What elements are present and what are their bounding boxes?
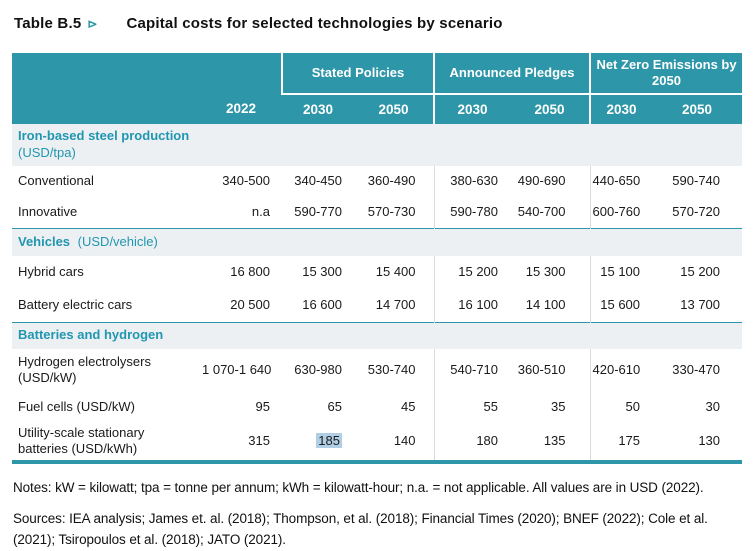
- year-header-nze-2050: 2050: [652, 94, 743, 124]
- section-unit: (USD/vehicle): [77, 233, 158, 249]
- section-header-iron-steel: Iron-based steel production (USD/tpa): [12, 122, 743, 166]
- cell-ap-2030: 180: [433, 421, 511, 461]
- cell-nze-2030: 420-610: [589, 348, 653, 392]
- notes-text: Notes: kW = kilowatt; tpa = tonne per an…: [13, 480, 704, 496]
- year-header-sp-2050: 2050: [354, 94, 435, 124]
- section-header-batteries-hydrogen: Batteries and hydrogen: [12, 321, 743, 349]
- cell-sp-2050: 45: [354, 391, 435, 422]
- section-header-vehicles: Vehicles (USD/vehicle): [12, 227, 743, 256]
- cell-nze-2030: 175: [589, 421, 653, 461]
- row-label: Hydrogen electrolysers (USD/kW): [12, 348, 200, 392]
- table-caption: Capital costs for selected technologies …: [126, 15, 503, 32]
- table-row-innovative: Innovative n.a 590-770 570-730 590-780 5…: [12, 196, 743, 229]
- section-header-cell: Vehicles (USD/vehicle): [12, 227, 743, 256]
- row-label: Utility-scale stationary batteries (USD/…: [12, 421, 200, 461]
- row-label: Conventional: [12, 165, 200, 197]
- cell-ap-2050: 15 300: [510, 255, 591, 289]
- cell-ap-2050: 360-510: [510, 348, 591, 392]
- sources-text: Sources: IEA analysis; James et. al. (20…: [13, 510, 708, 548]
- cell-nze-2050: 130: [652, 421, 743, 461]
- section-unit: (USD/tpa): [18, 144, 76, 160]
- section-title: Batteries and hydrogen: [18, 327, 164, 343]
- row-label: Hybrid cars: [12, 255, 200, 289]
- section-title: Iron-based steel production: [18, 128, 190, 143]
- year-header-sp-2030: 2030: [282, 94, 354, 124]
- cell-ap-2050: 35: [510, 391, 591, 422]
- cell-ap-2030: 16 100: [433, 288, 511, 323]
- table-title: Table B.5 ⊳ Capital costs for selected t…: [14, 15, 742, 32]
- section-header-cell: Batteries and hydrogen: [12, 321, 743, 349]
- cell-sp-2050: 14 700: [354, 288, 435, 323]
- header-year-row: 2022 2030 2050 2030 2050 2030 2050: [12, 94, 743, 124]
- table-row-hydrogen-electrolysers: Hydrogen electrolysers (USD/kW) 1 070-1 …: [12, 348, 743, 392]
- cell-nze-2050: 330-470: [652, 348, 743, 392]
- row-label: Battery electric cars: [12, 288, 200, 323]
- year-header-ap-2030: 2030: [433, 94, 511, 124]
- cell-nze-2030: 440-650: [589, 165, 653, 197]
- cell-2022: 95: [200, 391, 282, 422]
- cell-sp-2030: 630-980: [282, 348, 354, 392]
- table-row-fuel-cells: Fuel cells (USD/kW) 95 65 45 55 35 50 30: [12, 391, 743, 422]
- cell-nze-2050: 13 700: [652, 288, 743, 323]
- cell-nze-2030: 50: [589, 391, 653, 422]
- cell-sp-2030: 185: [282, 421, 354, 461]
- cell-sp-2050: 360-490: [354, 165, 435, 197]
- cell-nze-2050: 30: [652, 391, 743, 422]
- cell-sp-2030: 590-770: [282, 196, 354, 229]
- cell-2022: n.a: [200, 196, 282, 229]
- cell-sp-2030: 16 600: [282, 288, 354, 323]
- cell-ap-2030: 590-780: [433, 196, 511, 229]
- column-group-announced-pledges: Announced Pledges: [433, 53, 591, 95]
- cell-2022: 16 800: [200, 255, 282, 289]
- header-group-row: Stated Policies Announced Pledges Net Ze…: [12, 53, 743, 95]
- table-row-conventional: Conventional 340-500 340-450 360-490 380…: [12, 165, 743, 197]
- table-row-battery-electric-cars: Battery electric cars 20 500 16 600 14 7…: [12, 288, 743, 323]
- table-row-utility-scale-batteries: Utility-scale stationary batteries (USD/…: [12, 421, 743, 461]
- table-number: Table B.5: [14, 15, 82, 32]
- cell-ap-2030: 380-630: [433, 165, 511, 197]
- cell-ap-2030: 15 200: [433, 255, 511, 289]
- cell-ap-2050: 540-700: [510, 196, 591, 229]
- cell-nze-2030: 600-760: [589, 196, 653, 229]
- cell-ap-2030: 55: [433, 391, 511, 422]
- cell-ap-2050: 14 100: [510, 288, 591, 323]
- header-spacer: [12, 53, 282, 94]
- header-label-cell: [12, 94, 200, 124]
- cell-sp-2030: 15 300: [282, 255, 354, 289]
- cell-nze-2030: 15 600: [589, 288, 653, 323]
- cell-sp-2050: 140: [354, 421, 435, 461]
- cell-sp-2050: 530-740: [354, 348, 435, 392]
- cell-ap-2050: 135: [510, 421, 591, 461]
- section-header-cell: Iron-based steel production (USD/tpa): [12, 122, 743, 166]
- cell-2022: 20 500: [200, 288, 282, 323]
- cell-nze-2050: 15 200: [652, 255, 743, 289]
- cell-nze-2050: 570-720: [652, 196, 743, 229]
- row-label: Fuel cells (USD/kW): [12, 391, 200, 422]
- highlighted-value: 185: [316, 432, 342, 448]
- row-label: Innovative: [12, 196, 200, 229]
- cell-2022: 340-500: [200, 165, 282, 197]
- cell-sp-2030: 65: [282, 391, 354, 422]
- cell-sp-2050: 15 400: [354, 255, 435, 289]
- cell-2022: 315: [200, 421, 282, 461]
- year-header-nze-2030: 2030: [589, 94, 653, 124]
- cell-2022: 1 070-1 640: [200, 348, 282, 392]
- column-group-net-zero-emissions: Net Zero Emissions by 2050: [589, 53, 743, 95]
- triangle-marker-icon: ⊳: [87, 17, 98, 31]
- year-header-2022: 2022: [200, 94, 282, 124]
- cell-sp-2050: 570-730: [354, 196, 435, 229]
- capital-costs-table: Stated Policies Announced Pledges Net Ze…: [12, 53, 743, 461]
- section-title: Vehicles: [18, 233, 71, 249]
- table-row-hybrid-cars: Hybrid cars 16 800 15 300 15 400 15 200 …: [12, 255, 743, 289]
- cell-sp-2030: 340-450: [282, 165, 354, 197]
- cell-ap-2050: 490-690: [510, 165, 591, 197]
- cell-nze-2050: 590-740: [652, 165, 743, 197]
- cell-nze-2030: 15 100: [589, 255, 653, 289]
- cell-ap-2030: 540-710: [433, 348, 511, 392]
- capital-costs-table-wrap: Stated Policies Announced Pledges Net Ze…: [12, 53, 743, 465]
- column-group-stated-policies: Stated Policies: [280, 53, 435, 95]
- year-header-ap-2050: 2050: [510, 94, 591, 124]
